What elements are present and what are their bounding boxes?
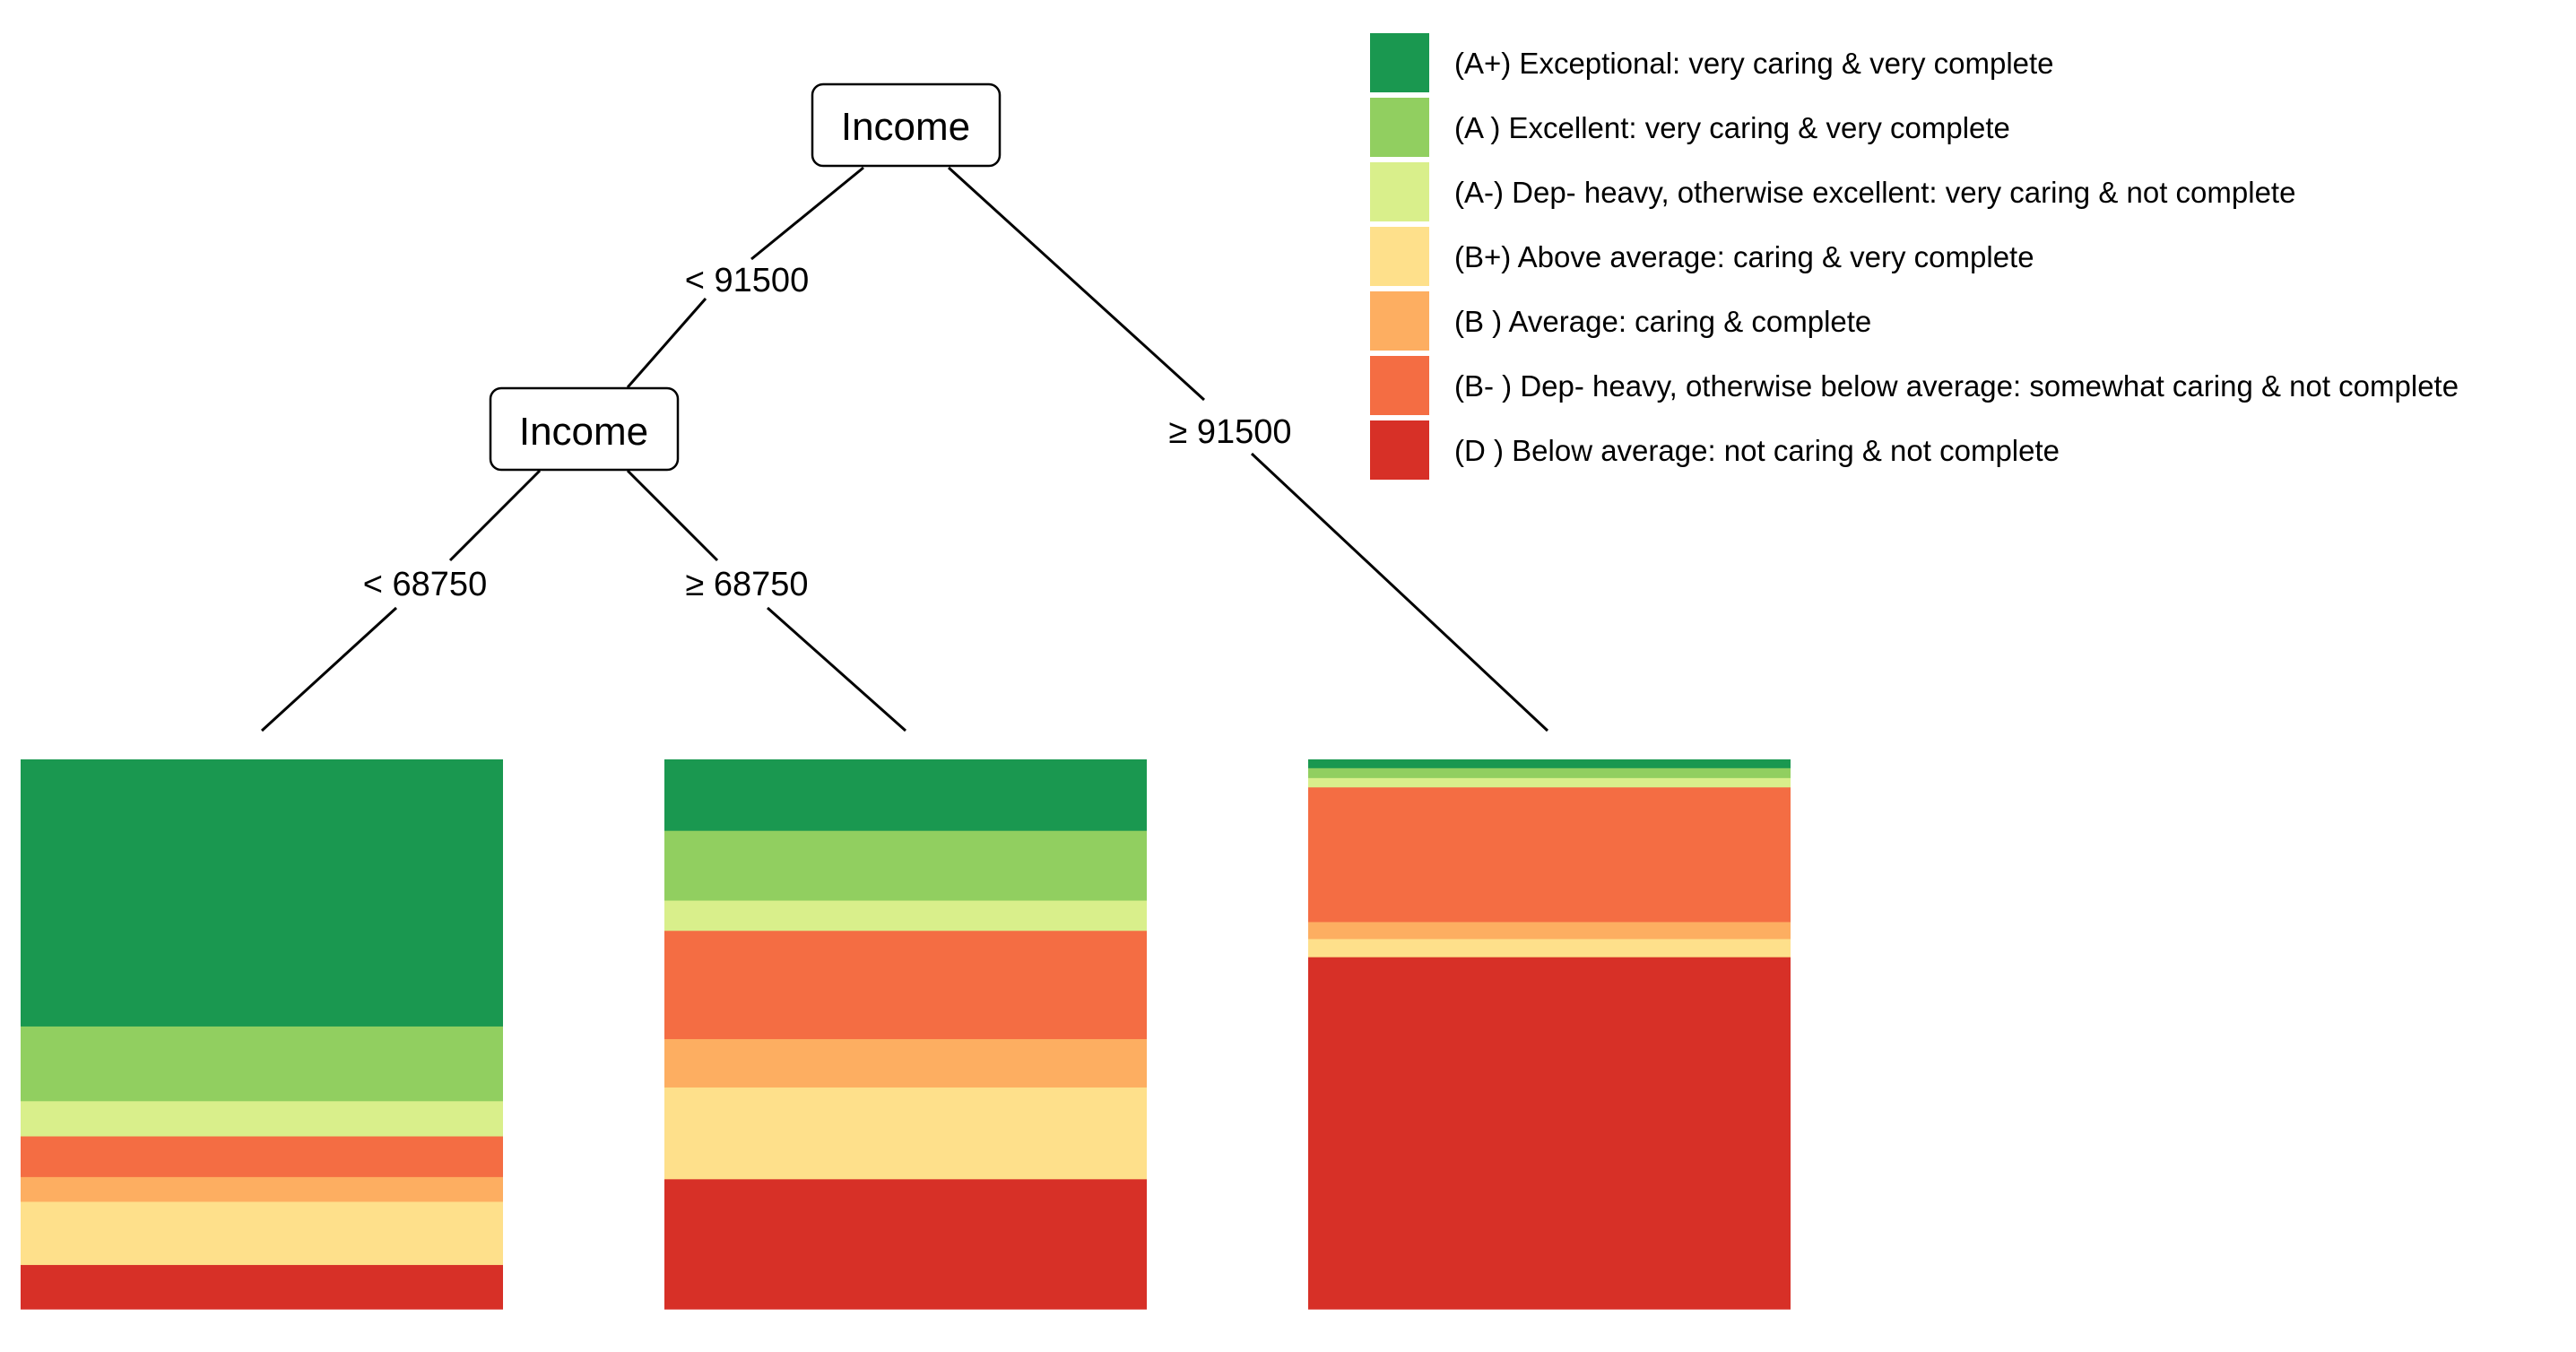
legend-label: (A ) Excellent: very caring & very compl… <box>1454 111 2010 144</box>
tree-edges <box>260 166 1549 732</box>
legend: (A+) Exceptional: very caring & very com… <box>1370 33 2459 480</box>
legend-swatch <box>1370 162 1429 221</box>
legend-swatch <box>1370 227 1429 286</box>
edge-root-left-lower <box>626 298 707 388</box>
edge-root-right-upper <box>947 166 1206 402</box>
legend-label: (D ) Below average: not caring & not com… <box>1454 434 2060 467</box>
node-root-label: Income <box>841 105 970 149</box>
node-left-box <box>489 386 680 472</box>
node-left: Income <box>489 386 680 472</box>
legend-label: (A+) Exceptional: very caring & very com… <box>1454 47 2054 80</box>
legend-swatch <box>1370 356 1429 415</box>
legend-swatch <box>1370 291 1429 351</box>
edge-left-right-upper <box>626 469 719 562</box>
legend-label: (B+) Above average: caring & very comple… <box>1454 240 2034 273</box>
segment-B <box>664 1039 1147 1088</box>
node-left-label: Income <box>519 410 648 454</box>
legend-item-A: (A ) Excellent: very caring & very compl… <box>1370 98 2010 157</box>
node-root: Income <box>811 82 1002 168</box>
legend-item-B+: (B+) Above average: caring & very comple… <box>1370 227 2034 286</box>
segment-B+ <box>1308 939 1791 958</box>
legend-item-B: (B ) Average: caring & complete <box>1370 291 1871 351</box>
legend-label: (A-) Dep- heavy, otherwise excellent: ve… <box>1454 176 2295 209</box>
segment-B- <box>1308 787 1791 923</box>
legend-label: (B ) Average: caring & complete <box>1454 305 1871 338</box>
segment-A <box>1308 767 1791 779</box>
segment-A- <box>21 1101 503 1138</box>
legend-item-A+: (A+) Exceptional: very caring & very com… <box>1370 33 2054 92</box>
leaf-bar-income_ge_91500 <box>1308 759 1791 1310</box>
edge-root-right-lower <box>1250 452 1549 732</box>
leaf-bar-income_68750_to_91500 <box>664 759 1147 1310</box>
segment-B+ <box>664 1087 1147 1180</box>
segment-A- <box>1308 777 1791 788</box>
legend-item-A-: (A-) Dep- heavy, otherwise excellent: ve… <box>1370 162 2295 221</box>
edge-left-right-lower <box>767 606 906 732</box>
segment-B+ <box>21 1201 503 1266</box>
legend-swatch <box>1370 33 1429 92</box>
edge-label-ge-68750: ≥ 68750 <box>685 566 808 603</box>
node-root-box <box>811 82 1002 168</box>
edge-root-left-upper <box>750 166 864 261</box>
segment-B- <box>664 931 1147 1040</box>
edge-left-left-lower <box>260 606 398 732</box>
edge-left-left-upper <box>448 469 542 562</box>
segment-A+ <box>21 759 503 1027</box>
leaf-bars <box>21 759 1791 1310</box>
legend-swatch <box>1370 98 1429 157</box>
segment-D <box>664 1179 1147 1310</box>
legend-swatch <box>1370 420 1429 480</box>
segment-A+ <box>1308 759 1791 769</box>
leaf-bar-income_lt_68750 <box>21 759 503 1310</box>
segment-D <box>1308 957 1791 1310</box>
segment-B <box>1308 922 1791 940</box>
segment-A <box>21 1026 503 1102</box>
legend-label: (B- ) Dep- heavy, otherwise below averag… <box>1454 369 2459 403</box>
legend-item-B-: (B- ) Dep- heavy, otherwise below averag… <box>1370 356 2459 415</box>
legend-item-D: (D ) Below average: not caring & not com… <box>1370 420 2060 480</box>
edge-label-ge-91500: ≥ 91500 <box>1168 413 1291 451</box>
segment-B <box>21 1176 503 1203</box>
segment-D <box>21 1264 503 1310</box>
edge-label-lt-68750: < 68750 <box>363 566 487 603</box>
segment-A <box>664 830 1147 902</box>
segment-B- <box>21 1136 503 1178</box>
segment-A+ <box>664 759 1147 832</box>
segment-A- <box>664 900 1147 932</box>
edge-label-lt-91500: < 91500 <box>685 262 809 299</box>
